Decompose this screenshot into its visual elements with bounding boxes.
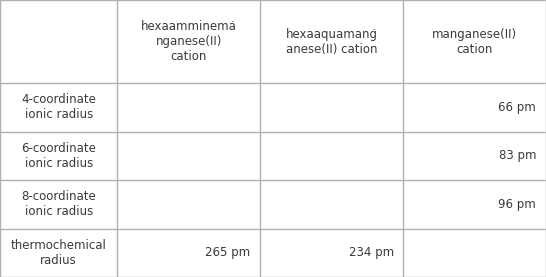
Text: 4-coordinate
ionic radius: 4-coordinate ionic radius (21, 93, 96, 121)
Text: 6-coordinate
ionic radius: 6-coordinate ionic radius (21, 142, 96, 170)
Text: 66 pm: 66 pm (498, 101, 536, 114)
Text: 265 pm: 265 pm (205, 246, 251, 259)
Text: manganese(II)
cation: manganese(II) cation (432, 27, 517, 56)
Text: 96 pm: 96 pm (498, 198, 536, 211)
Text: 83 pm: 83 pm (498, 149, 536, 162)
Text: hexaaquamanġ
anese(II) cation: hexaaquamanġ anese(II) cation (286, 27, 378, 56)
Text: thermochemical
radius: thermochemical radius (11, 239, 106, 267)
Text: 8-coordinate
ionic radius: 8-coordinate ionic radius (21, 190, 96, 218)
Text: 234 pm: 234 pm (348, 246, 394, 259)
Text: hexaamminemȧ
nganese(II)
cation: hexaamminemȧ nganese(II) cation (141, 20, 237, 63)
